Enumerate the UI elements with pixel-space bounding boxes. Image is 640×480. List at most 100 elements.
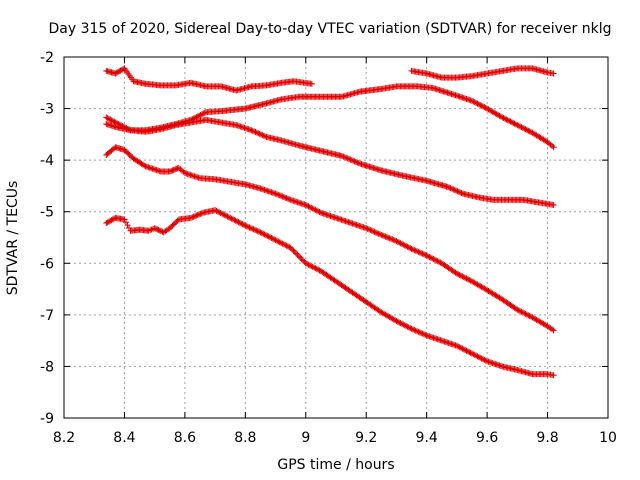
- data-point: [341, 154, 348, 161]
- data-point: [481, 104, 488, 111]
- y-tick-label: -7: [40, 308, 54, 324]
- data-point: [411, 327, 418, 333]
- data-point: [347, 156, 354, 163]
- data-point: [201, 109, 208, 116]
- data-point: [275, 191, 282, 198]
- data-point: [287, 244, 294, 251]
- data-point: [456, 272, 463, 279]
- data-point: [385, 234, 392, 241]
- data-point: [216, 209, 223, 216]
- data-point: [394, 318, 401, 325]
- data-point: [376, 231, 383, 238]
- data-point: [392, 317, 399, 324]
- data-point: [315, 266, 322, 273]
- data-point: [364, 225, 371, 232]
- data-point: [273, 237, 280, 244]
- data-point: [249, 225, 256, 232]
- data-point: [103, 220, 110, 227]
- data-point: [503, 116, 510, 123]
- data-point: [260, 230, 267, 237]
- data-point: [126, 151, 133, 158]
- data-point: [352, 158, 359, 165]
- x-tick-label: 9.4: [416, 430, 438, 446]
- data-point: [224, 213, 231, 220]
- data-point: [282, 194, 289, 201]
- data-point: [312, 265, 319, 272]
- data-point: [229, 216, 236, 223]
- data-point: [112, 70, 119, 77]
- data-point: [515, 307, 522, 314]
- data-point: [365, 226, 372, 233]
- data-point: [550, 327, 557, 334]
- data-point: [518, 308, 525, 315]
- data-point: [508, 119, 515, 126]
- data-point: [507, 118, 514, 125]
- data-point: [455, 188, 462, 195]
- data-point: [463, 275, 470, 282]
- data-point: [510, 119, 517, 126]
- data-point: [200, 110, 207, 117]
- data-point: [405, 244, 412, 251]
- data-point: [453, 187, 460, 194]
- data-point: [212, 207, 219, 214]
- x-tick-label: 9.6: [476, 430, 498, 446]
- data-point: [170, 166, 177, 173]
- data-point: [220, 211, 227, 218]
- data-point: [456, 344, 463, 351]
- data-point: [124, 222, 131, 229]
- data-point: [253, 227, 260, 234]
- data-point: [450, 186, 457, 193]
- data-point: [313, 207, 320, 214]
- data-point: [458, 190, 465, 197]
- data-point: [407, 325, 414, 332]
- data-point: [278, 239, 285, 246]
- data-point: [121, 146, 128, 153]
- data-point: [309, 205, 316, 212]
- data-point: [259, 132, 266, 139]
- data-point: [195, 211, 202, 218]
- data-point: [420, 251, 427, 258]
- data-point: [511, 120, 518, 127]
- data-point: [463, 347, 470, 354]
- x-tick-labels: 8.2 8.4 8.6 8.8 9 9.2 9.4 9.6 9.8 10: [53, 430, 617, 446]
- data-point: [396, 319, 403, 326]
- data-point: [127, 153, 134, 160]
- data-point: [401, 242, 408, 249]
- data-point: [429, 255, 436, 262]
- data-point: [262, 232, 269, 239]
- data-point: [409, 326, 416, 333]
- data-point: [116, 68, 123, 75]
- data-point: [457, 189, 464, 196]
- data-point: [523, 126, 530, 133]
- data-point: [251, 226, 258, 233]
- data-point: [466, 349, 473, 356]
- data-point: [221, 212, 228, 219]
- data-point: [246, 224, 253, 231]
- data-point: [250, 226, 257, 233]
- data-point: [198, 111, 205, 118]
- data-point: [398, 240, 405, 247]
- chart-title: Day 315 of 2020, Sidereal Day-to-day VTE…: [49, 21, 612, 37]
- data-point: [262, 133, 269, 140]
- y-tick-label: -5: [40, 205, 54, 221]
- data-point: [272, 237, 279, 244]
- data-point: [196, 112, 203, 119]
- data-point: [148, 226, 155, 233]
- data-point: [232, 217, 239, 224]
- data-point: [343, 154, 350, 161]
- data-point: [466, 276, 473, 283]
- data-point: [403, 322, 410, 329]
- data-point: [434, 258, 441, 265]
- data-point: [444, 183, 451, 190]
- data-point: [526, 128, 533, 135]
- data-point: [423, 252, 430, 259]
- series-sat-6: [103, 207, 557, 379]
- data-point: [387, 235, 394, 242]
- series-sat-3: [103, 83, 557, 151]
- data-point: [225, 214, 232, 221]
- data-point: [519, 309, 526, 316]
- data-point: [283, 195, 290, 202]
- grid: [64, 57, 608, 418]
- data-point: [368, 227, 375, 234]
- data-point: [171, 220, 178, 227]
